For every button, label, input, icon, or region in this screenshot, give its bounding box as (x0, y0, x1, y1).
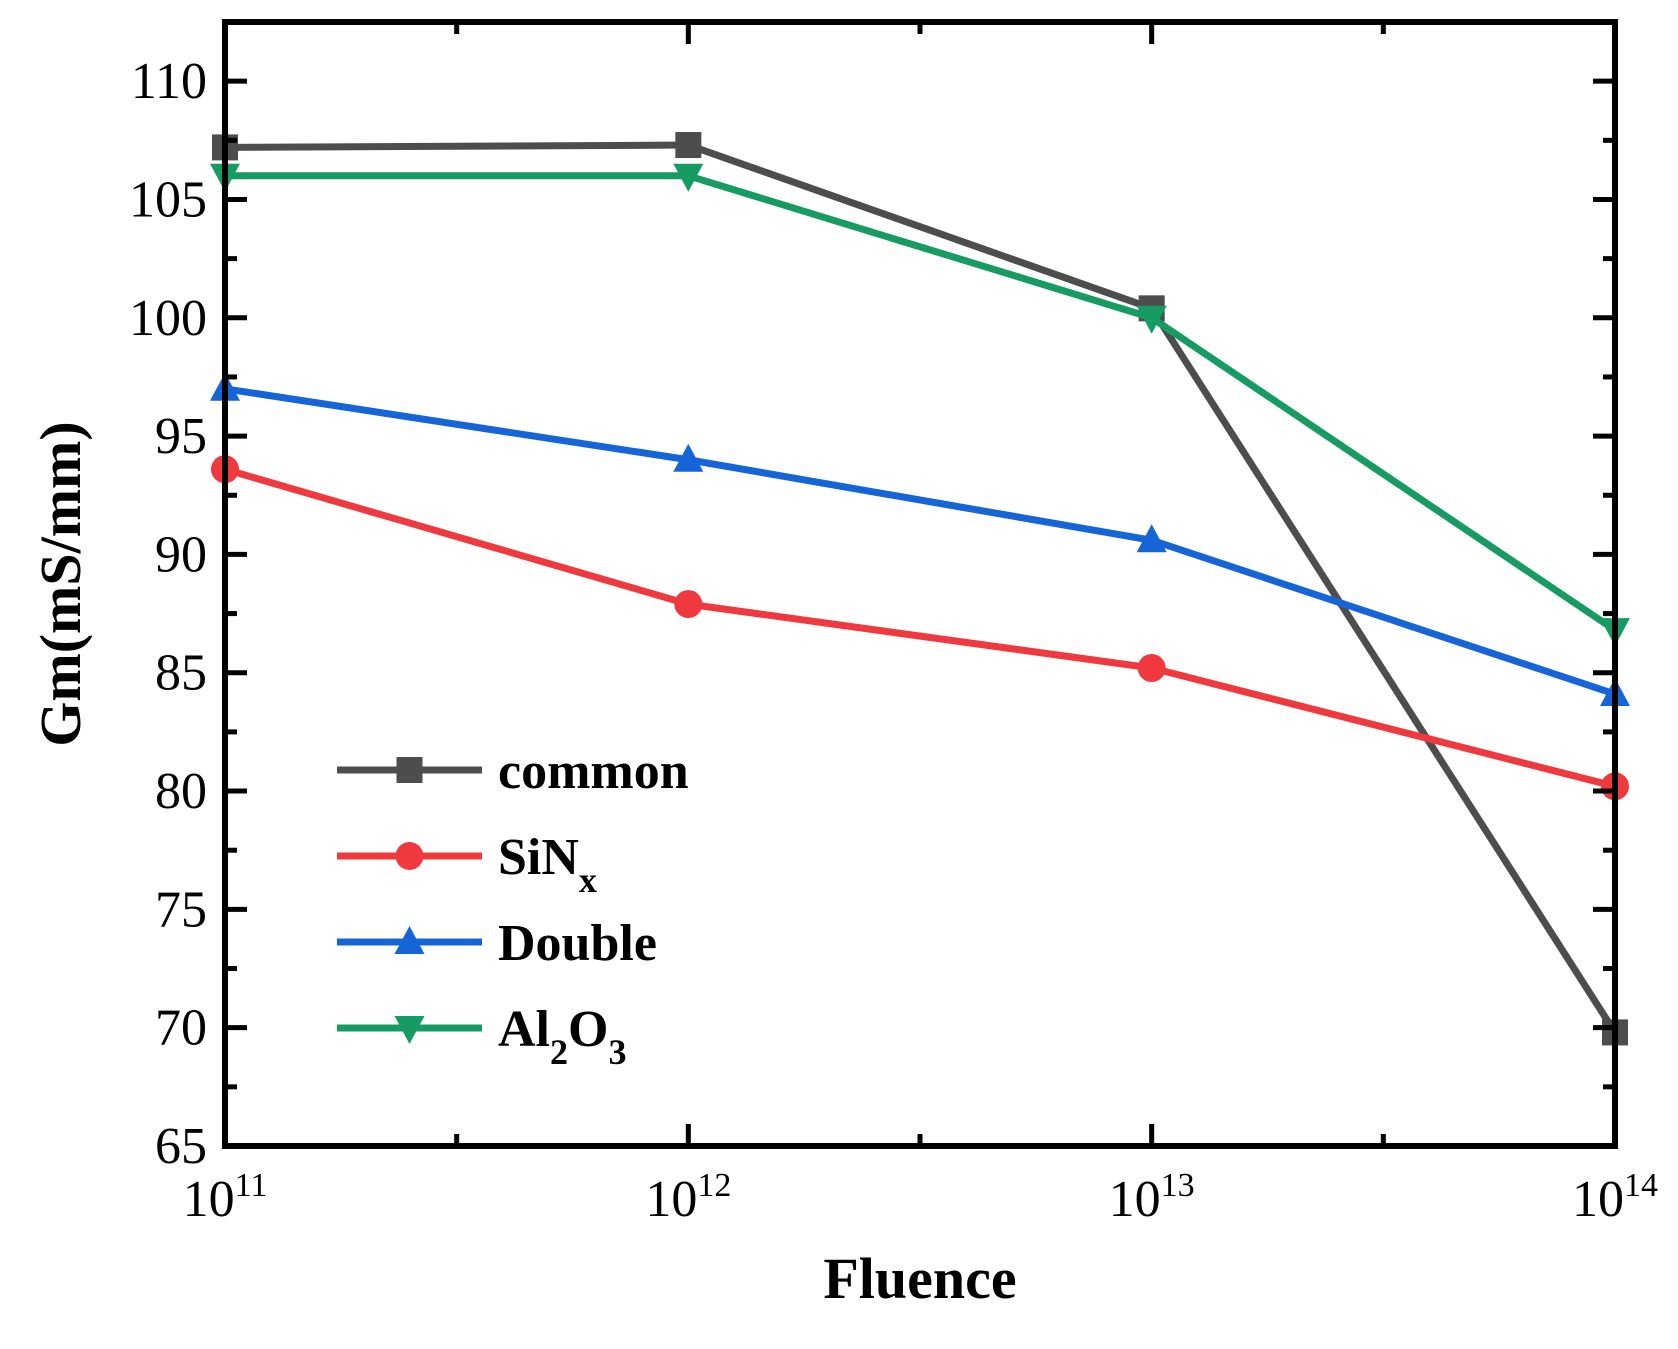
series-layer (210, 132, 1630, 1046)
y-tick-label: 105 (129, 171, 207, 228)
legend-marker-SiNx (395, 842, 424, 870)
legend-label-Double: Double (498, 915, 657, 972)
series-line-Double (224, 385, 1617, 698)
legend-item-SiNx: SiNx (337, 829, 597, 900)
x-tick-label: 1014 (1572, 1167, 1658, 1228)
y-tick-label: 90 (155, 526, 207, 583)
data-point-Double-2 (1136, 524, 1167, 553)
y-tick-label: 80 (155, 763, 207, 820)
y-tick-label: 110 (131, 53, 207, 110)
legend-item-common: common (337, 743, 689, 800)
y-tick-label: 95 (155, 408, 207, 465)
legend-marker-Al2O3 (394, 1016, 425, 1044)
series-common (212, 132, 1628, 1046)
legend-label-SiNx: SiNx (498, 829, 597, 900)
x-tick-label: 1011 (183, 1167, 268, 1228)
series-line-common (224, 141, 1618, 1035)
legend-item-Al2O3: Al2O3 (337, 1001, 626, 1072)
y-tick-label: 75 (155, 881, 207, 938)
y-tick-label: 70 (155, 1000, 207, 1057)
legend-item-Double: Double (337, 915, 657, 972)
data-point-SiNx-2 (1137, 654, 1166, 683)
y-axis-title: Gm(mS/mm) (28, 421, 93, 746)
legend-label-Al2O3: Al2O3 (498, 1001, 626, 1072)
legend-label-common: common (498, 743, 689, 800)
plot-frame (222, 19, 1618, 1149)
y-tick-label: 65 (155, 1118, 207, 1175)
data-point-common-1 (675, 132, 702, 159)
x-tick-label: 1012 (645, 1167, 731, 1228)
data-point-SiNx-1 (674, 590, 703, 619)
data-point-Al2O3-2 (1136, 305, 1167, 334)
data-point-Double-1 (673, 443, 704, 472)
x-axis-title: Fluence (823, 1246, 1016, 1311)
data-point-Al2O3-1 (673, 163, 704, 192)
series-Double (210, 372, 1630, 707)
y-tick-label: 100 (129, 290, 207, 347)
series-line-Al2O3 (225, 172, 1617, 634)
y-tick-label: 85 (155, 645, 207, 702)
series-Al2O3 (210, 163, 1630, 647)
series-line-SiNx (224, 465, 1616, 790)
axis-layer: 65 70 75 80 85 90 95 100 105 110 1011 1012 1013 1014 (129, 22, 1658, 1228)
legend-marker-Double (394, 926, 425, 954)
legend: common SiNx Double Al2O3 (337, 743, 689, 1072)
x-tick-label: 1013 (1109, 1167, 1195, 1228)
legend-marker-common (396, 757, 423, 783)
